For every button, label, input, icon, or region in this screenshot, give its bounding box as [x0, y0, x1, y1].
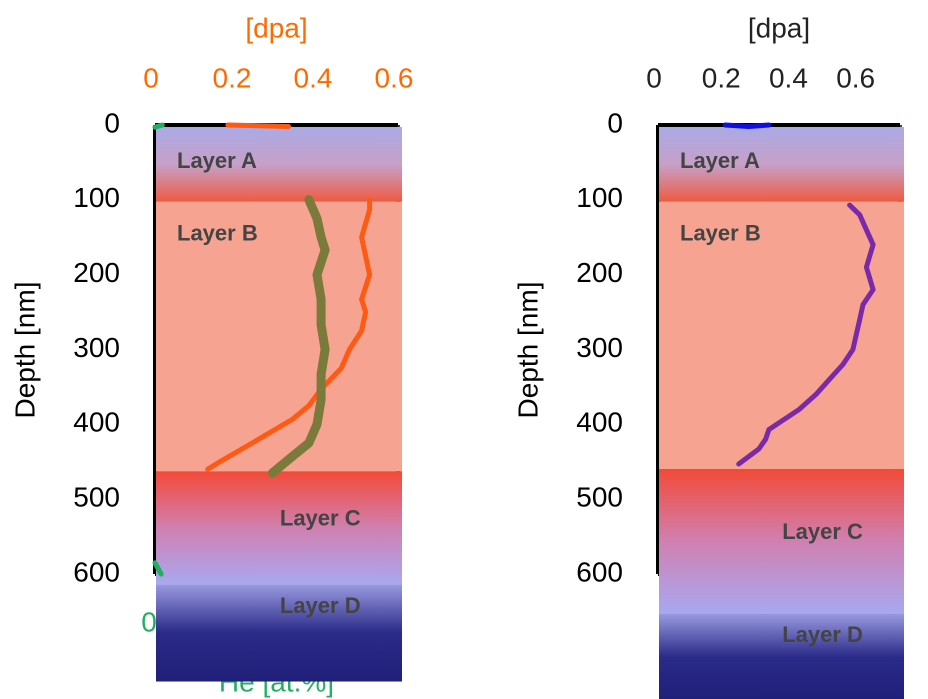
y-tick-label: 300: [73, 332, 120, 363]
layer-label: Layer A: [177, 148, 257, 173]
layer-band: [156, 127, 402, 202]
y-tick-label: 600: [576, 556, 623, 587]
data-line: [205, 122, 373, 472]
x-tick-label: 0: [143, 62, 159, 93]
chart-title: [dpa]: [245, 12, 307, 43]
layer-band: [659, 127, 904, 202]
layer-label: Layer D: [280, 593, 361, 618]
data-line: [152, 122, 165, 577]
x2-tick-label: 0: [141, 606, 157, 637]
layer-band: [156, 471, 402, 585]
data-line: [267, 195, 330, 478]
x-tick-label: 0.6: [836, 62, 875, 93]
y-tick-label: 200: [576, 257, 623, 288]
y-axis-label: Depth [nm]: [512, 282, 543, 419]
x-tick-label: 0.6: [375, 62, 414, 93]
layer-band: [156, 584, 402, 682]
layer-label: Layer C: [280, 506, 361, 531]
x-tick-label: 0.2: [213, 62, 252, 93]
layer-label: Layer B: [680, 221, 761, 246]
y-tick-label: 600: [73, 556, 120, 587]
layer-label: Layer A: [680, 148, 760, 173]
layer-label: Layer D: [782, 622, 863, 647]
x-tick-label: 0: [646, 62, 662, 93]
layer-band: [659, 468, 904, 614]
layer-label: Layer C: [782, 519, 863, 544]
y-tick-label: 500: [576, 482, 623, 513]
x-tick-label: 0.4: [769, 62, 808, 93]
y-tick-label: 200: [73, 257, 120, 288]
y-axis-label: Depth [nm]: [9, 282, 40, 419]
data-line: [736, 202, 876, 467]
chart-title: [dpa]: [748, 12, 810, 43]
layer-band: [659, 201, 904, 469]
y-tick-label: 400: [73, 407, 120, 438]
y-tick-label: 400: [576, 407, 623, 438]
x-tick-label: 0.2: [702, 62, 741, 93]
y-tick-label: 300: [576, 332, 623, 363]
x-tick-label: 0.4: [294, 62, 333, 93]
y-tick-label: 100: [73, 182, 120, 213]
y-tick-label: 100: [576, 182, 623, 213]
y-tick-label: 0: [607, 107, 623, 138]
layer-band: [659, 613, 904, 699]
data-line: [722, 122, 772, 129]
layer-label: Layer B: [177, 221, 258, 246]
y-tick-label: 500: [73, 482, 120, 513]
y-tick-label: 0: [104, 107, 120, 138]
